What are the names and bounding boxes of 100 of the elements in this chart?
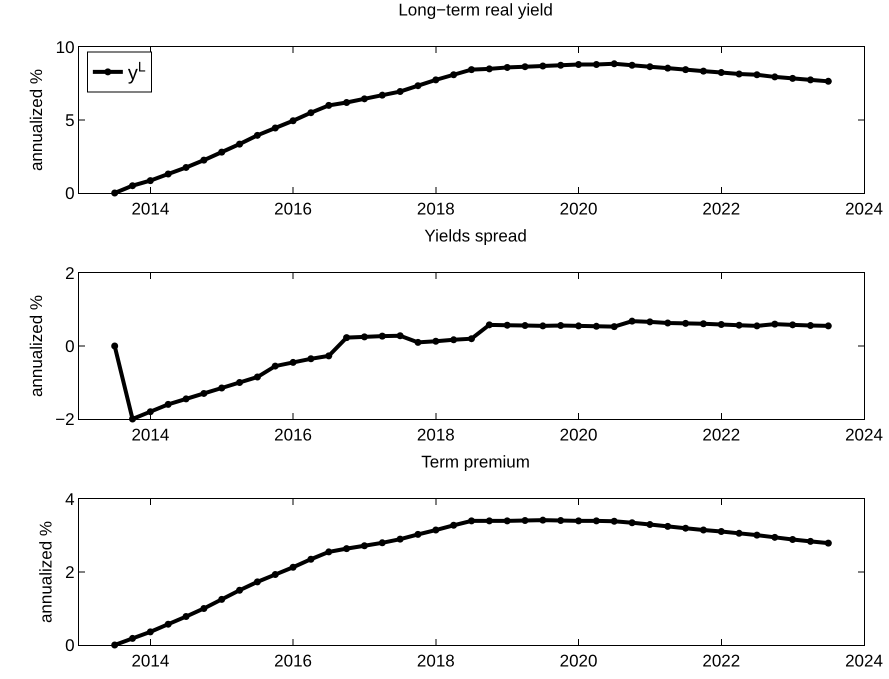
- point: [736, 530, 743, 537]
- x-tick-label: 2018: [416, 199, 455, 218]
- point: [200, 605, 208, 612]
- point: [504, 517, 511, 524]
- point: [646, 63, 654, 70]
- point: [771, 73, 778, 80]
- point: [628, 318, 636, 325]
- point: [539, 516, 546, 524]
- point: [592, 517, 600, 524]
- point: [307, 109, 314, 116]
- point: [753, 322, 760, 330]
- x-tick-label: 2022: [702, 651, 740, 670]
- x-tick-label: 2014: [131, 199, 170, 218]
- point: [414, 82, 422, 90]
- point: [218, 384, 226, 392]
- point: [806, 538, 814, 545]
- point: [592, 322, 600, 330]
- point: [414, 530, 422, 538]
- point: [824, 540, 832, 547]
- x-tick-label: 2024: [845, 425, 883, 444]
- point: [272, 362, 279, 370]
- point: [396, 88, 404, 96]
- point: [218, 148, 226, 156]
- point: [486, 517, 493, 524]
- point: [182, 164, 190, 171]
- point: [557, 517, 564, 524]
- point: [592, 61, 600, 68]
- point: [200, 156, 208, 164]
- point: [378, 332, 386, 340]
- point: [307, 355, 314, 362]
- point: [806, 76, 814, 84]
- point: [806, 322, 814, 330]
- x-tick-label: 2022: [702, 199, 740, 218]
- point: [146, 628, 154, 636]
- x-tick-label: 2018: [416, 651, 455, 670]
- point: [575, 517, 582, 524]
- point: [182, 395, 190, 402]
- point: [432, 526, 440, 534]
- y-tick-label: 5: [65, 110, 75, 130]
- y-axis-title: annualized %: [26, 294, 46, 398]
- point: [771, 534, 778, 541]
- y-tick-label: 10: [56, 38, 75, 57]
- point: [360, 333, 368, 340]
- point: [200, 390, 208, 397]
- x-tick-label: 2024: [845, 651, 883, 670]
- point: [290, 358, 297, 366]
- point: [539, 62, 546, 70]
- point: [610, 323, 618, 330]
- point: [664, 64, 672, 72]
- x-tick-label: 2024: [845, 199, 883, 218]
- point: [664, 522, 672, 530]
- point: [129, 182, 136, 190]
- point: [218, 596, 226, 603]
- point: [700, 526, 707, 534]
- point: [164, 620, 172, 628]
- x-tick-label: 2016: [274, 199, 312, 218]
- point: [164, 400, 172, 408]
- point: [450, 336, 458, 344]
- point: [272, 571, 279, 578]
- point: [378, 92, 386, 99]
- point: [610, 518, 618, 525]
- point: [325, 548, 332, 556]
- point: [575, 61, 582, 68]
- point: [682, 320, 690, 327]
- x-tick-label: 2016: [274, 651, 312, 670]
- point: [272, 124, 279, 132]
- point: [468, 517, 475, 524]
- point: [824, 78, 832, 85]
- point: [290, 117, 297, 124]
- point: [486, 65, 493, 72]
- y-tick-label: 4: [65, 490, 75, 509]
- point: [164, 170, 172, 178]
- point: [129, 634, 136, 642]
- point: [236, 379, 244, 386]
- y-tick-label: 2: [65, 562, 75, 582]
- point: [700, 68, 707, 75]
- point: [182, 613, 190, 620]
- point: [378, 539, 386, 546]
- point: [824, 322, 832, 330]
- point: [539, 322, 546, 330]
- point: [753, 532, 760, 539]
- point: [718, 320, 725, 328]
- point: [504, 64, 511, 71]
- y-tick-label: 0: [65, 184, 75, 203]
- chart-title: Term premium: [421, 452, 530, 472]
- point: [486, 321, 493, 328]
- point: [146, 408, 154, 416]
- point: [360, 95, 368, 102]
- y-tick-label: −2: [55, 410, 75, 429]
- x-tick-label: 2020: [560, 425, 598, 444]
- point: [557, 62, 564, 69]
- point: [290, 564, 297, 571]
- point: [396, 332, 404, 340]
- y-tick-label: 0: [65, 636, 75, 655]
- x-tick-label: 2020: [560, 651, 598, 670]
- point: [325, 102, 332, 109]
- point: [789, 74, 796, 82]
- point: [396, 536, 404, 543]
- point: [236, 140, 244, 148]
- point: [682, 524, 690, 532]
